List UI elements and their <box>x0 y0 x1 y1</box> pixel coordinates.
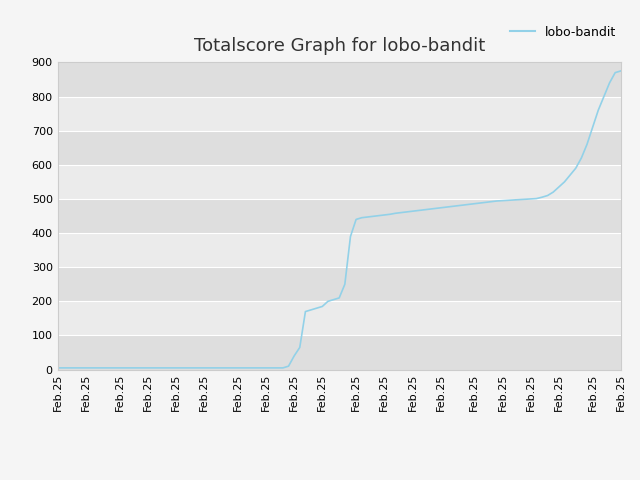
Bar <box>58 165 621 199</box>
Bar <box>58 96 621 131</box>
Bar <box>58 62 621 96</box>
lobo-bandit <box>54 365 61 371</box>
lobo-bandit <box>392 210 399 216</box>
Line: lobo-bandit: lobo-bandit <box>58 71 621 368</box>
lobo-bandit <box>617 68 625 74</box>
Bar <box>58 267 621 301</box>
Bar <box>58 301 621 336</box>
lobo-bandit <box>448 204 456 209</box>
lobo-bandit <box>93 365 101 371</box>
Bar <box>58 233 621 267</box>
Bar <box>58 336 621 370</box>
lobo-bandit <box>195 365 202 371</box>
Legend: lobo-bandit: lobo-bandit <box>505 21 621 44</box>
lobo-bandit <box>313 305 321 311</box>
Bar <box>58 131 621 165</box>
Title: Totalscore Graph for lobo-bandit: Totalscore Graph for lobo-bandit <box>193 37 485 55</box>
Bar <box>58 199 621 233</box>
lobo-bandit <box>476 200 484 206</box>
